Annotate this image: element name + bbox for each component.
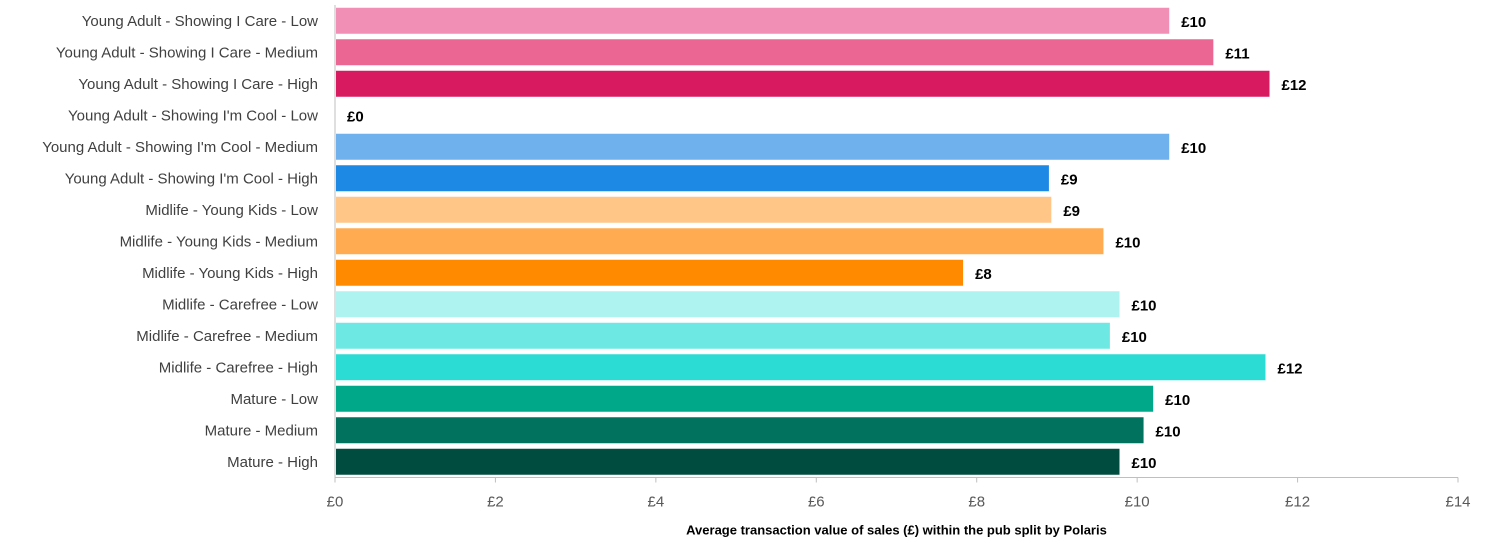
x-tick-label: £2 [487, 494, 504, 511]
category-label: Mature - Low [230, 391, 318, 408]
category-labels: Young Adult - Showing I Care - Low Young … [42, 13, 318, 471]
x-axis-title: Average transaction value of sales (£) w… [686, 523, 1107, 538]
data-label: £10 [1181, 14, 1206, 31]
bar [336, 385, 1154, 412]
bar [336, 70, 1270, 97]
category-label: Mature - Medium [205, 422, 318, 439]
x-tick-label: £14 [1445, 494, 1470, 511]
category-label: Midlife - Carefree - Low [162, 296, 318, 313]
data-label: £11 [1225, 45, 1249, 62]
category-label: Midlife - Young Kids - Medium [120, 233, 318, 250]
data-label: £12 [1281, 77, 1306, 94]
bars [336, 7, 1270, 475]
category-label: Mature - High [227, 454, 318, 471]
bar [336, 165, 1049, 192]
data-label: £0 [347, 108, 364, 125]
bar [336, 228, 1104, 255]
bar [336, 448, 1120, 475]
category-label: Young Adult - Showing I'm Cool - High [65, 170, 318, 187]
data-labels: £10£11£12£0£10£9£9£10£8£10£10£12£10£10£1… [347, 14, 1307, 472]
category-label: Midlife - Young Kids - Low [145, 202, 318, 219]
bar [336, 39, 1214, 66]
bar [336, 133, 1170, 160]
data-label: £10 [1131, 297, 1156, 314]
bar [336, 196, 1052, 223]
bar [336, 417, 1144, 444]
data-label: £10 [1122, 329, 1147, 346]
data-label: £9 [1061, 171, 1078, 188]
data-label: £10 [1156, 423, 1181, 440]
category-label: Midlife - Carefree - Medium [136, 328, 318, 345]
category-label: Young Adult - Showing I Care - Medium [56, 44, 318, 61]
bar [336, 259, 964, 286]
category-label: Young Adult - Showing I Care - Low [82, 13, 318, 30]
data-label: £10 [1115, 234, 1140, 251]
category-label: Midlife - Carefree - High [159, 359, 318, 376]
data-label: £10 [1165, 392, 1190, 409]
x-tick-label: £10 [1125, 494, 1150, 511]
x-tick-label: £4 [648, 494, 665, 511]
data-label: £10 [1181, 140, 1206, 157]
data-label: £12 [1277, 360, 1302, 377]
category-label: Young Adult - Showing I Care - High [78, 76, 318, 93]
x-tick-label: £6 [808, 494, 825, 511]
bar [336, 322, 1110, 349]
data-label: £10 [1131, 455, 1156, 472]
x-tick-label: £12 [1285, 494, 1310, 511]
data-label: £9 [1063, 203, 1080, 220]
bar [336, 7, 1170, 34]
x-tick-label: £0 [327, 494, 344, 511]
data-label: £8 [975, 266, 992, 283]
bar [336, 354, 1266, 381]
x-tick-label: £8 [968, 494, 985, 511]
x-axis-ticks: £0 £2 £4 £6 £8 £10 £12 £14 [327, 477, 1471, 511]
category-label: Young Adult - Showing I'm Cool - Medium [42, 139, 318, 156]
category-label: Midlife - Young Kids - High [142, 265, 318, 282]
bar [336, 291, 1120, 318]
category-label: Young Adult - Showing I'm Cool - Low [68, 107, 318, 124]
